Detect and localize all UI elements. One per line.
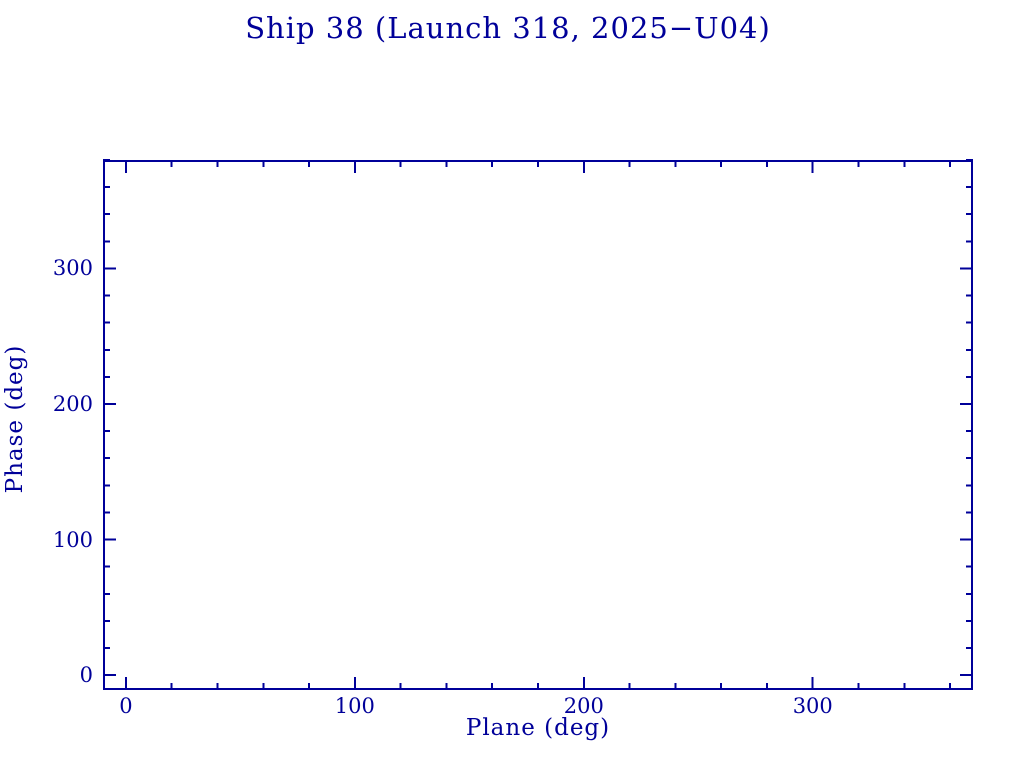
x-tick-label: 300 [792,694,833,718]
y-axis-label: Phase (deg) [2,344,28,494]
y-tick-label: 300 [52,256,93,281]
axis-ticks [103,159,973,690]
x-tick-label: 200 [563,694,604,718]
y-tick-label: 0 [79,663,93,688]
plot-frame [103,160,973,690]
plot-title: Ship 38 (Launch 318, 2025−U04) [245,11,771,45]
x-tick-label: 100 [334,694,375,718]
x-axis-label: Plane (deg) [465,715,611,741]
x-tick-label: 0 [119,694,133,718]
y-tick-label: 200 [52,391,93,416]
y-tick-label: 100 [52,527,93,552]
